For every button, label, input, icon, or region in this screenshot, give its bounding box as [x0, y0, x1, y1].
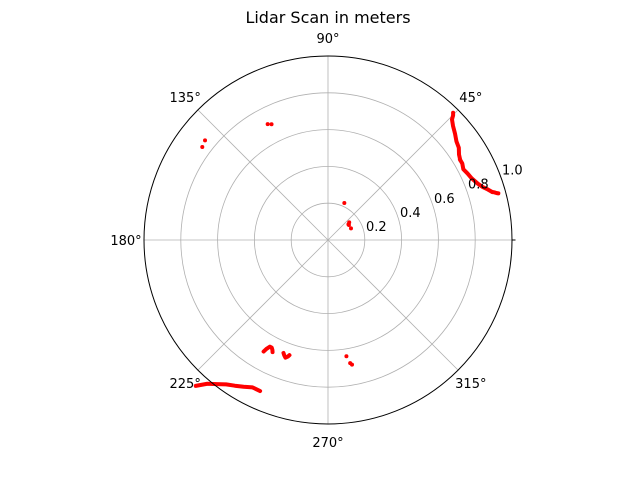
scan-point-0-4: [342, 200, 347, 205]
theta-tick-label-1: 45°: [459, 91, 482, 106]
r-tick-label-2: 0.6: [434, 192, 455, 207]
scan-point-0-11: [350, 362, 355, 367]
theta-tick-label-5: 225°: [170, 377, 201, 392]
r-tick-label-4: 1.0: [502, 164, 523, 179]
theta-grid-line-3: [197, 109, 329, 241]
theta-tick-label-3: 135°: [170, 91, 201, 106]
scan-segment-0-2: [490, 189, 501, 196]
polar-frame: [143, 55, 516, 425]
scan-segment-0-5: [281, 350, 292, 360]
theta-grid-line-1: [327, 109, 459, 241]
theta-tick-label-6: 270°: [312, 436, 343, 451]
r-tick-label-3: 0.8: [468, 178, 489, 193]
scan-point-0-6: [200, 144, 205, 149]
lidar-points: [193, 110, 501, 394]
scan-segment-0-4: [261, 344, 275, 355]
theta-tick-label-2: 90°: [316, 32, 339, 47]
r-tick-label-1: 0.4: [400, 206, 421, 221]
scan-segment-0-1: [457, 157, 495, 194]
r-tick-label-0: 0.2: [366, 220, 387, 235]
scan-point-0-9: [344, 354, 349, 359]
scan-point-0-7: [269, 122, 274, 127]
theta-tick-label-4: 180°: [110, 234, 141, 249]
polar-grid: [144, 56, 512, 424]
scan-point-0-8: [265, 122, 270, 127]
scan-segment-0-3: [193, 381, 263, 394]
scan-point-0-0: [348, 226, 353, 231]
scan-point-0-3: [347, 220, 352, 225]
chart-title: Lidar Scan in meters: [245, 8, 410, 27]
scan-segment-0-0: [450, 110, 463, 162]
axis-labels: 45° 90° 135° 180° 225° 270° 315° 0.2 0.4 0.6 0.8 1.…: [110, 32, 522, 451]
theta-tick-label-7: 315°: [455, 377, 486, 392]
theta-grid-line-5: [197, 239, 329, 371]
scan-point-0-5: [203, 138, 208, 143]
theta-grid-line-7: [327, 239, 459, 371]
